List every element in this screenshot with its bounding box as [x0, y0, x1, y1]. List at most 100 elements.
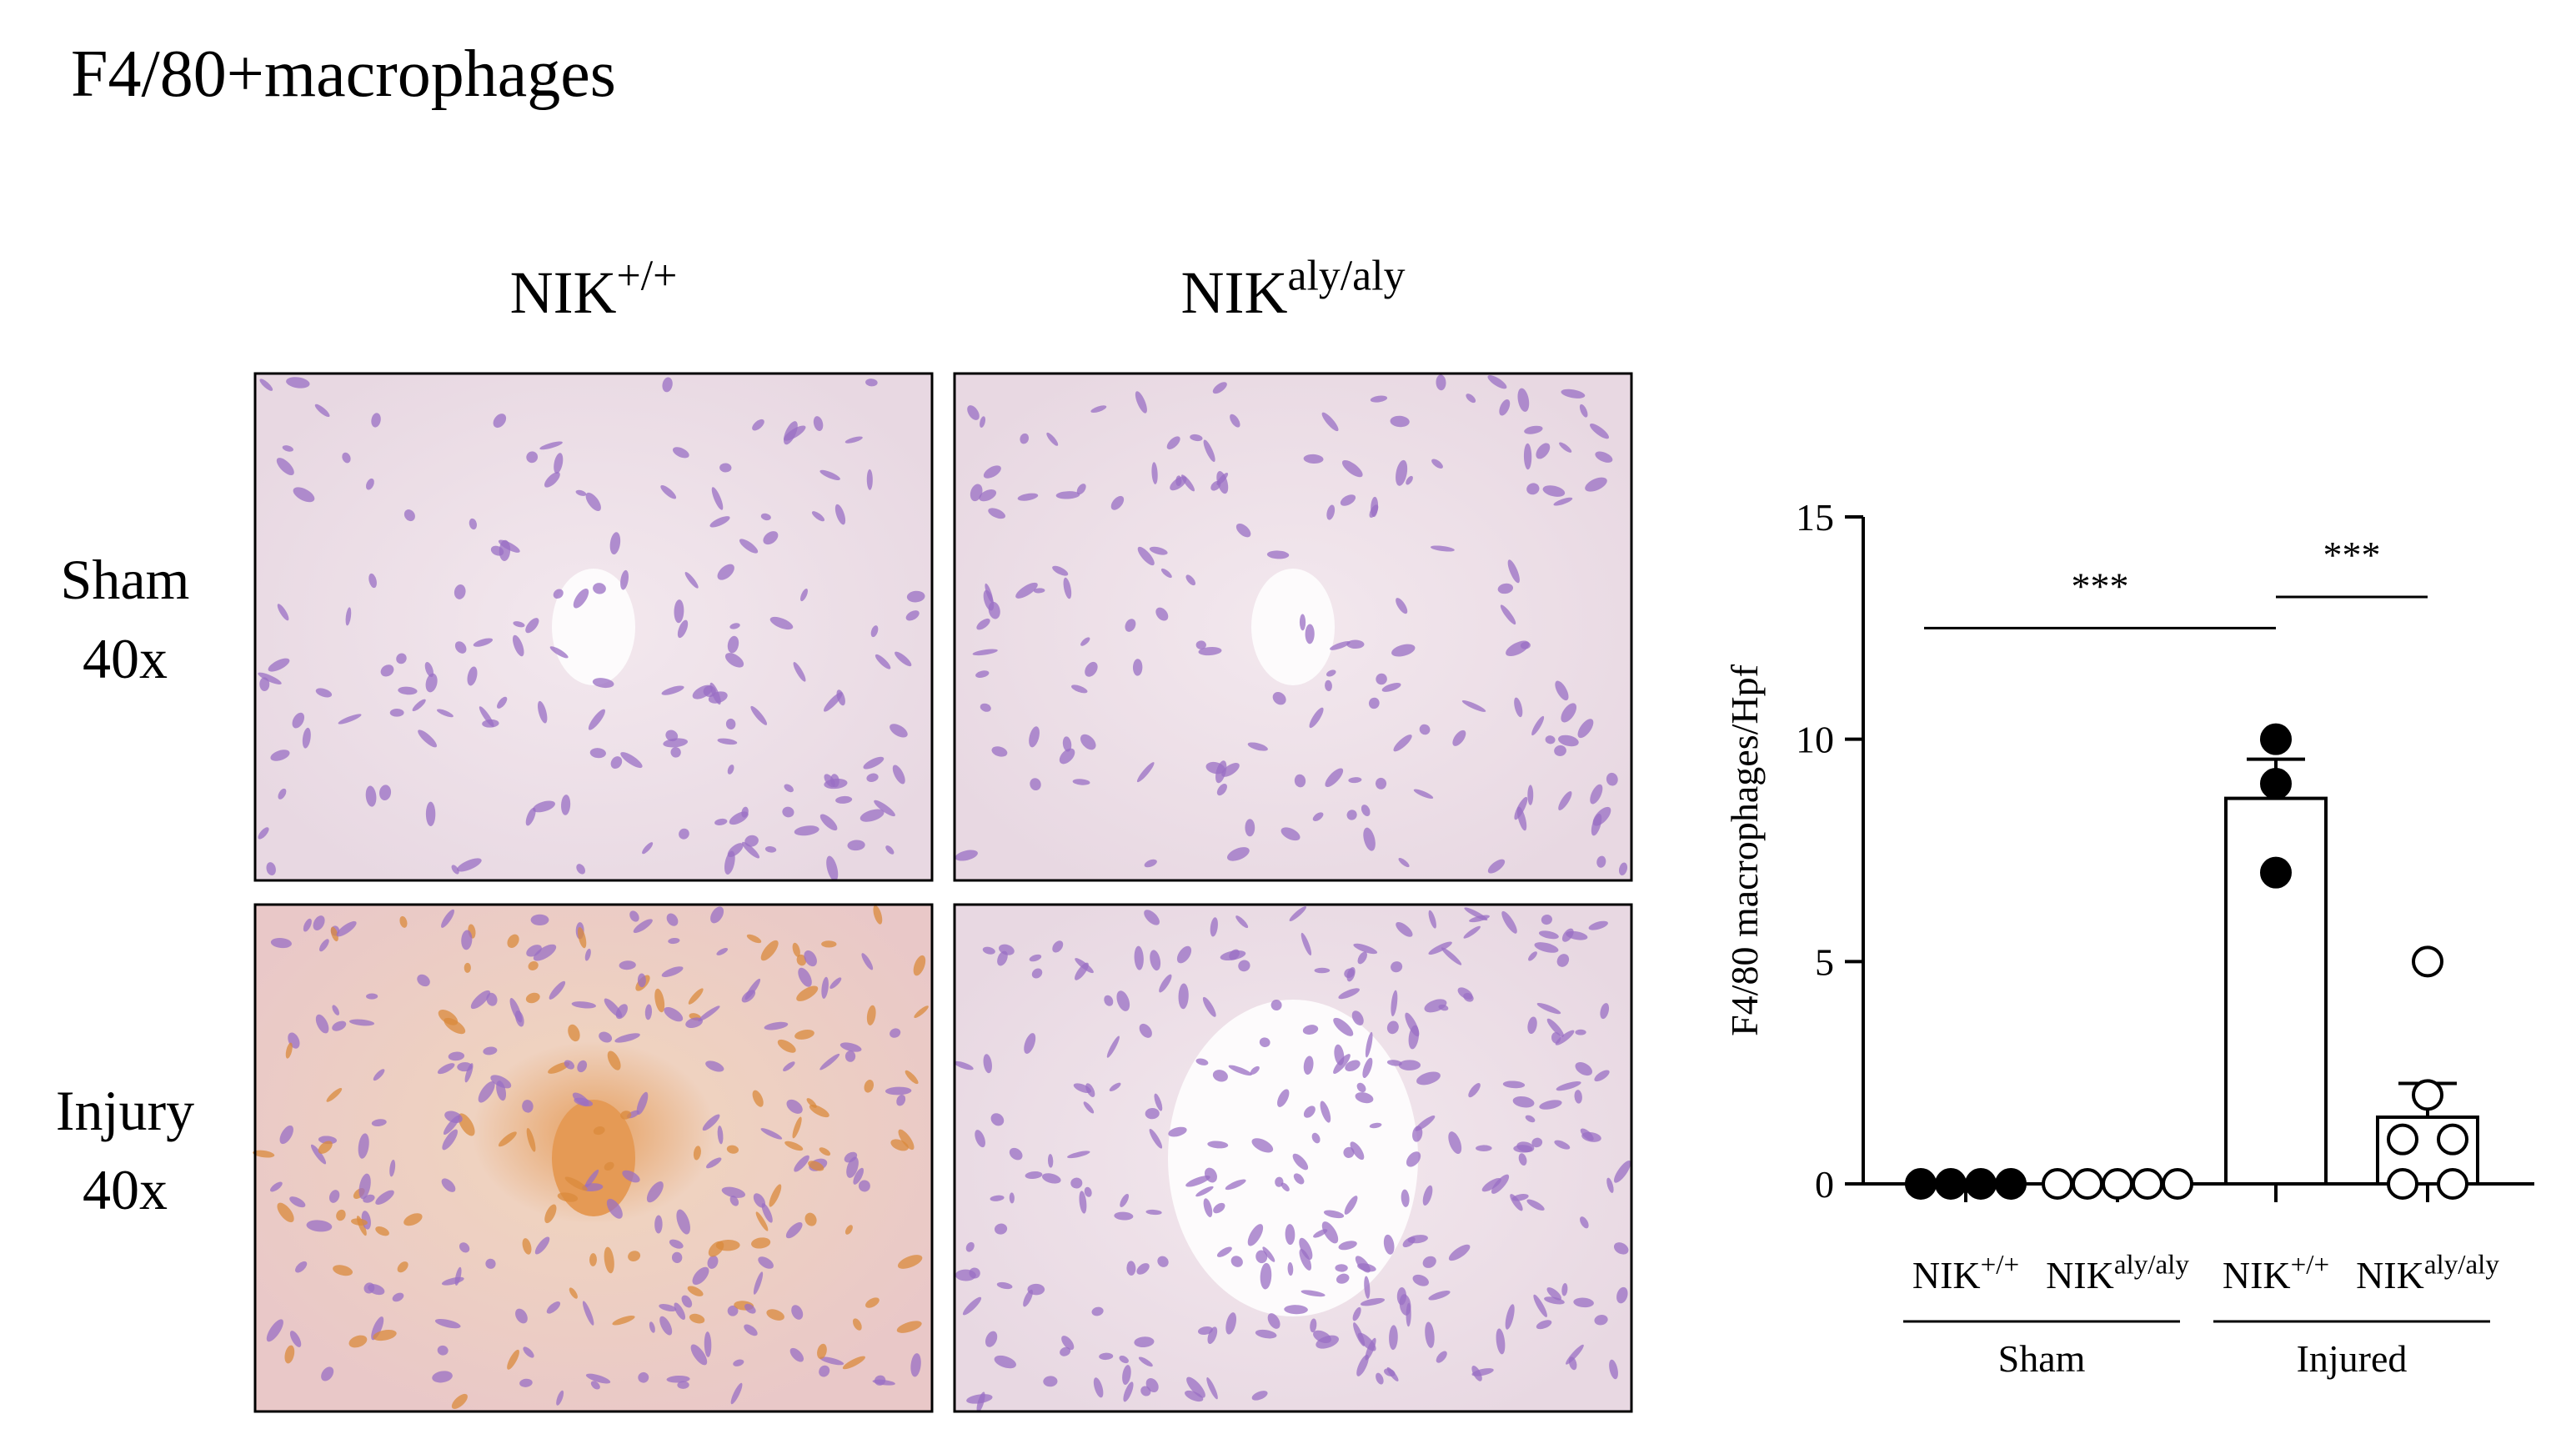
cell: [286, 377, 310, 389]
cell: [1416, 1071, 1441, 1085]
cell: [519, 1378, 533, 1387]
cell: [1145, 1107, 1160, 1120]
cell: [1255, 1329, 1277, 1339]
cell: [577, 1060, 588, 1073]
cell: [1059, 748, 1075, 765]
cell: [544, 472, 560, 488]
cell: [1613, 1161, 1631, 1183]
column-label: NIKaly/aly: [1180, 253, 1405, 326]
cell: [744, 835, 759, 847]
cell: [1338, 1241, 1357, 1251]
cell: [898, 1129, 915, 1151]
cell: [997, 950, 1008, 966]
cell: [990, 1113, 1005, 1126]
cell: [760, 940, 779, 961]
vessel-lumen: [1251, 569, 1335, 685]
data-point: [2387, 1123, 2418, 1156]
cell: [1235, 915, 1249, 929]
cell: [1383, 1234, 1395, 1255]
cell: [844, 436, 863, 444]
cell: [443, 1115, 460, 1136]
cell: [742, 841, 760, 859]
cell: [1401, 1189, 1410, 1207]
cell: [1330, 641, 1351, 650]
cell: [368, 573, 377, 589]
cell: [434, 1318, 461, 1329]
cell: [1526, 1199, 1545, 1211]
cell: [556, 1390, 564, 1406]
cell: [692, 1266, 709, 1286]
cell: [1266, 550, 1290, 559]
cell: [282, 445, 293, 452]
cell: [979, 489, 997, 502]
cell: [1166, 436, 1180, 450]
cell: [1585, 477, 1607, 492]
cell: [1335, 1264, 1348, 1272]
cell: [1391, 961, 1403, 973]
cell: [786, 1099, 803, 1114]
cell: [1436, 1351, 1447, 1363]
cell: [258, 827, 269, 840]
cell: [270, 750, 290, 761]
cell: [328, 1190, 340, 1203]
cell: [457, 858, 482, 872]
cell: [1071, 684, 1088, 694]
cell: [1325, 679, 1332, 692]
cell: [1491, 1174, 1510, 1194]
cell: [985, 1331, 998, 1347]
cell: [332, 1005, 340, 1015]
cell: [983, 1054, 992, 1074]
cell: [425, 673, 438, 693]
cell: [1541, 915, 1552, 925]
y-tick-label: 0: [1815, 1163, 1834, 1206]
cell: [1355, 1256, 1371, 1273]
cell: [983, 465, 1001, 479]
cell: [1344, 1196, 1358, 1215]
cell: [1556, 954, 1570, 967]
cell: [980, 703, 991, 712]
cell: [755, 1211, 769, 1231]
cell: [1381, 683, 1401, 692]
cell: [318, 939, 329, 952]
cell: [1376, 1372, 1384, 1385]
cell: [1284, 1305, 1308, 1315]
cell: [1505, 1304, 1515, 1330]
cell: [1259, 1037, 1270, 1048]
data-point: [2260, 723, 2292, 755]
cell: [1134, 1336, 1155, 1348]
cell: [1046, 432, 1059, 446]
x-tick-label-sup: +/+: [2291, 1250, 2330, 1281]
cell: [895, 651, 912, 667]
x-tick-label-base: NIK: [2223, 1254, 2291, 1296]
cell: [1024, 1033, 1036, 1054]
cell: [1303, 1055, 1314, 1075]
cell: [649, 1321, 655, 1333]
cell: [310, 1144, 327, 1165]
cell: [1422, 1185, 1433, 1206]
data-point: [2072, 1168, 2103, 1200]
x-tick-label: NIKaly/aly: [2046, 1250, 2189, 1296]
cell: [671, 1251, 683, 1263]
cell: [1369, 504, 1379, 519]
cell: [1009, 1147, 1023, 1161]
cell: [1230, 414, 1240, 428]
cell: [965, 1241, 975, 1252]
cell: [389, 1159, 396, 1177]
cell: [819, 814, 838, 831]
cell: [666, 1375, 690, 1383]
cell: [392, 1292, 404, 1302]
cell: [278, 788, 287, 800]
cell: [982, 946, 995, 955]
cell: [604, 1161, 614, 1171]
cell: [1309, 707, 1324, 729]
cell: [1262, 1246, 1275, 1262]
cell: [830, 774, 839, 788]
cell: [557, 1192, 579, 1202]
cell: [259, 677, 270, 692]
row-label: 40x: [83, 627, 168, 690]
cell: [633, 919, 653, 934]
x-tick-label: NIK+/+: [2223, 1250, 2329, 1296]
cell: [584, 1169, 599, 1189]
cell: [835, 795, 853, 804]
